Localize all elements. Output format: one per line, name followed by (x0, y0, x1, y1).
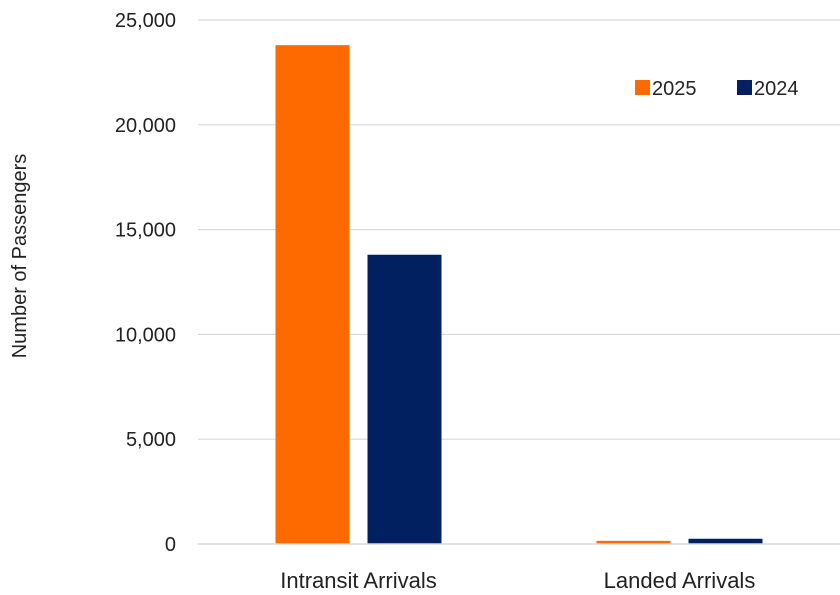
y-tick-label: 10,000 (115, 324, 176, 346)
y-tick-label: 25,000 (115, 10, 176, 32)
bars (275, 45, 763, 544)
legend: 2025 2024 (635, 78, 799, 100)
x-axis-categories: Intransit Arrivals Landed Arrivals (280, 568, 755, 593)
bar-2024-0 (367, 254, 442, 544)
y-tick-label: 5,000 (126, 429, 176, 451)
y-tick-label: 15,000 (115, 220, 176, 242)
y-tick-label: 0 (165, 534, 176, 556)
legend-label-2024: 2024 (754, 78, 799, 100)
legend-label-2025: 2025 (652, 78, 697, 100)
y-axis-ticks: 0 5,000 10,000 15,000 20,000 25,000 (115, 10, 176, 556)
legend-swatch-2025 (635, 80, 650, 95)
x-category-label: Intransit Arrivals (280, 568, 437, 593)
bar-2025-1 (596, 540, 671, 544)
bar-2025-0 (275, 45, 350, 544)
x-category-label: Landed Arrivals (604, 568, 756, 593)
y-axis-label: Number of Passengers (9, 154, 31, 359)
y-tick-label: 20,000 (115, 115, 176, 137)
legend-swatch-2024 (737, 80, 752, 95)
bar-2024-1 (688, 538, 763, 544)
